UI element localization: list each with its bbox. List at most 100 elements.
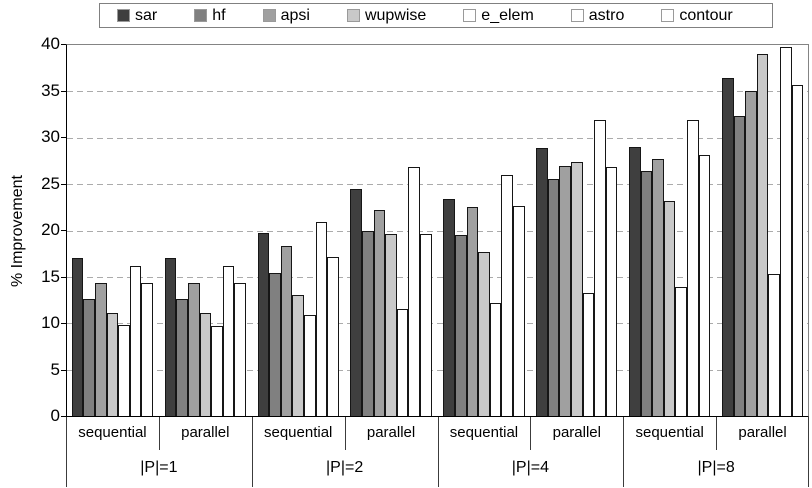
y-tick-label: 30 — [41, 127, 60, 146]
bar-astro — [501, 175, 513, 416]
bar-group--p-4-sequential — [438, 45, 531, 416]
legend-swatch-astro — [570, 9, 584, 22]
y-tick-label: 0 — [50, 406, 60, 425]
gridline — [67, 230, 808, 232]
x-sublabel-sequential-0: sequential — [78, 424, 147, 441]
legend-item-contour: contour — [661, 6, 733, 24]
bar-wupwise — [385, 234, 397, 416]
y-tick-mark — [61, 230, 66, 231]
x-grouplabel-0: |P|=1 — [140, 459, 178, 476]
y-tick-mark — [61, 183, 66, 185]
bar-apsi — [466, 207, 479, 416]
legend: sar hf apsi wupwise e_elem astro contour — [99, 3, 773, 28]
bar-e_elem — [582, 293, 595, 416]
bar-astro — [222, 266, 235, 416]
bar-sar — [443, 199, 455, 416]
x-sublabel-sequential-4: sequential — [449, 424, 519, 441]
bar-astro — [315, 222, 328, 416]
bar-hf — [640, 171, 653, 416]
bar-wupwise — [478, 252, 490, 416]
legend-swatch-wupwise — [346, 9, 360, 22]
bar-contour — [605, 167, 618, 416]
subgroup-separator — [530, 417, 532, 450]
gridline — [67, 276, 808, 278]
bar-wupwise — [571, 162, 583, 416]
x-grouplabel-3: |P|=8 — [697, 459, 735, 476]
bar-group--p-4-parallel — [530, 45, 623, 416]
bar-sar — [629, 147, 641, 416]
legend-label: contour — [679, 6, 733, 24]
bar-group--p-8-sequential — [623, 45, 716, 416]
legend-swatch-e_elem — [463, 9, 477, 22]
bar-e_elem — [675, 287, 688, 416]
bar-contour — [141, 283, 154, 416]
bar-group--p-1-sequential — [66, 45, 159, 416]
y-tick-label: 5 — [50, 359, 60, 379]
bar-e_elem — [118, 325, 130, 416]
bar-astro — [779, 47, 792, 416]
legend-item-astro: astro — [570, 7, 624, 24]
legend-swatch-sar — [117, 9, 130, 22]
bar-hf — [83, 299, 96, 416]
y-tick-mark — [61, 416, 66, 417]
bar-e_elem — [211, 326, 223, 416]
bar-group--p-8-parallel — [716, 45, 809, 416]
bar-sar — [350, 189, 363, 416]
bar-e_elem — [396, 309, 409, 416]
bar-e_elem — [768, 274, 780, 416]
bar-e_elem — [303, 315, 316, 416]
legend-label: apsi — [280, 6, 310, 24]
bar-astro — [687, 120, 699, 416]
x-sublabel-sequential-6: sequential — [635, 424, 704, 441]
legend-label: hf — [212, 6, 226, 24]
group-separator — [66, 417, 67, 487]
group-separator — [251, 417, 253, 487]
bar-hf — [547, 179, 560, 416]
bar-apsi — [95, 283, 107, 416]
bar-apsi — [745, 91, 757, 416]
bar-contour — [420, 234, 432, 416]
x-sublabel-parallel-1: parallel — [181, 424, 230, 441]
bar-hf — [454, 235, 467, 416]
y-tick-mark — [61, 137, 66, 138]
bar-contour — [791, 85, 804, 416]
bar-astro — [594, 120, 606, 416]
bar-apsi — [559, 166, 572, 416]
subgroup-separator — [344, 417, 346, 450]
y-tick-label: 35 — [41, 80, 60, 100]
bar-astro — [129, 266, 142, 416]
bar-apsi — [280, 246, 293, 416]
x-sublabel-parallel-7: parallel — [738, 424, 787, 441]
y-tick-label: 15 — [41, 266, 60, 286]
bar-wupwise — [663, 201, 676, 416]
bar-sar — [536, 148, 548, 416]
legend-item-apsi: apsi — [262, 6, 310, 24]
legend-swatch-hf — [194, 9, 208, 22]
bar-contour — [698, 155, 711, 416]
legend-item-sar: sar — [117, 6, 158, 24]
y-tick-label: 20 — [41, 220, 60, 239]
bar-apsi — [187, 283, 200, 416]
bar-contour — [327, 257, 339, 416]
bar-wupwise — [106, 313, 119, 416]
bar-astro — [408, 167, 421, 416]
y-tick-mark — [61, 369, 66, 371]
bar-hf — [176, 299, 188, 416]
legend-label: sar — [135, 6, 158, 24]
y-tick-label: 25 — [41, 173, 60, 193]
subgroup-separator — [716, 417, 718, 450]
bar-contour — [512, 206, 525, 416]
bar-sar — [71, 258, 84, 416]
bar-wupwise — [292, 295, 304, 416]
x-sublabel-parallel-3: parallel — [366, 424, 416, 441]
x-sublabel-sequential-2: sequential — [263, 424, 333, 441]
bar-sar — [721, 78, 734, 416]
bar-e_elem — [489, 303, 502, 416]
gridline — [67, 137, 808, 139]
legend-item-wupwise: wupwise — [346, 7, 426, 24]
bar-wupwise — [199, 313, 212, 416]
gridline — [67, 323, 808, 325]
bar-hf — [269, 273, 281, 416]
legend-label: e_elem — [481, 6, 534, 24]
